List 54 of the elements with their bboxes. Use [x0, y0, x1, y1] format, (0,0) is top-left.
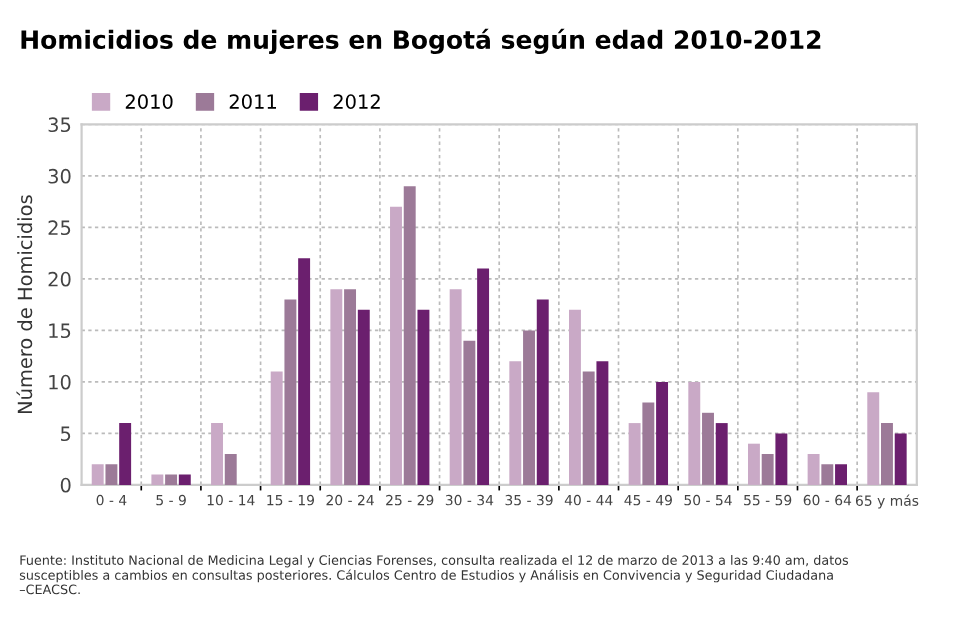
legend-label: 2010	[125, 94, 173, 109]
bar	[178, 474, 191, 485]
bar	[596, 361, 609, 485]
bar	[536, 299, 549, 485]
y-tick-label: 35	[48, 117, 71, 133]
y-tick-label: 10	[49, 374, 71, 390]
y-tick-label: 5	[61, 426, 71, 442]
bar	[119, 423, 132, 485]
bar	[761, 453, 774, 485]
legend-label: 2011	[229, 94, 276, 109]
bar	[477, 268, 490, 485]
y-axis-title: Número de Homicidios	[16, 195, 33, 414]
bar	[702, 412, 714, 485]
bar	[105, 464, 118, 485]
bar	[628, 423, 641, 485]
bar	[165, 474, 178, 485]
bar	[523, 330, 535, 485]
bar	[403, 186, 416, 485]
bar	[881, 423, 893, 485]
bar	[284, 299, 297, 485]
bar	[151, 474, 164, 485]
bar	[330, 289, 343, 485]
bar	[715, 423, 728, 485]
bar	[656, 381, 669, 485]
bar	[775, 433, 788, 485]
y-tick-label: 0	[60, 477, 71, 493]
bar	[642, 402, 655, 485]
bar	[835, 464, 847, 485]
bar	[894, 433, 907, 485]
bar	[867, 392, 880, 485]
bar	[357, 309, 370, 485]
y-tick-label: 30	[48, 168, 71, 184]
bar	[807, 453, 820, 485]
bar	[344, 289, 357, 485]
bar	[390, 206, 402, 485]
chart-title: Homicidios de mujeres en Bogotá según edad 2010-2012	[21, 28, 821, 55]
bar	[270, 371, 283, 485]
bar	[224, 453, 237, 485]
bar	[582, 371, 595, 485]
bar	[298, 258, 311, 485]
y-tick-label: 25	[48, 220, 71, 236]
bar	[417, 309, 430, 485]
legend-label: 2012	[333, 94, 380, 109]
bar	[569, 309, 581, 485]
bar	[509, 361, 522, 485]
bar	[91, 464, 104, 485]
bar	[747, 443, 760, 485]
bar	[821, 464, 834, 485]
bar	[463, 340, 476, 485]
bar	[211, 423, 223, 485]
y-tick-label: 20	[48, 271, 71, 287]
bar	[688, 381, 701, 485]
y-tick-label: 15	[49, 323, 71, 339]
bar	[449, 289, 462, 485]
